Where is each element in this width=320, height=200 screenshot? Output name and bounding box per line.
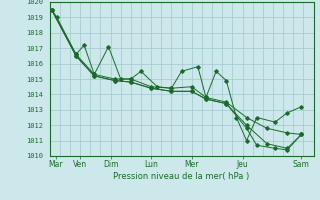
X-axis label: Pression niveau de la mer( hPa ): Pression niveau de la mer( hPa ) [114, 172, 250, 181]
